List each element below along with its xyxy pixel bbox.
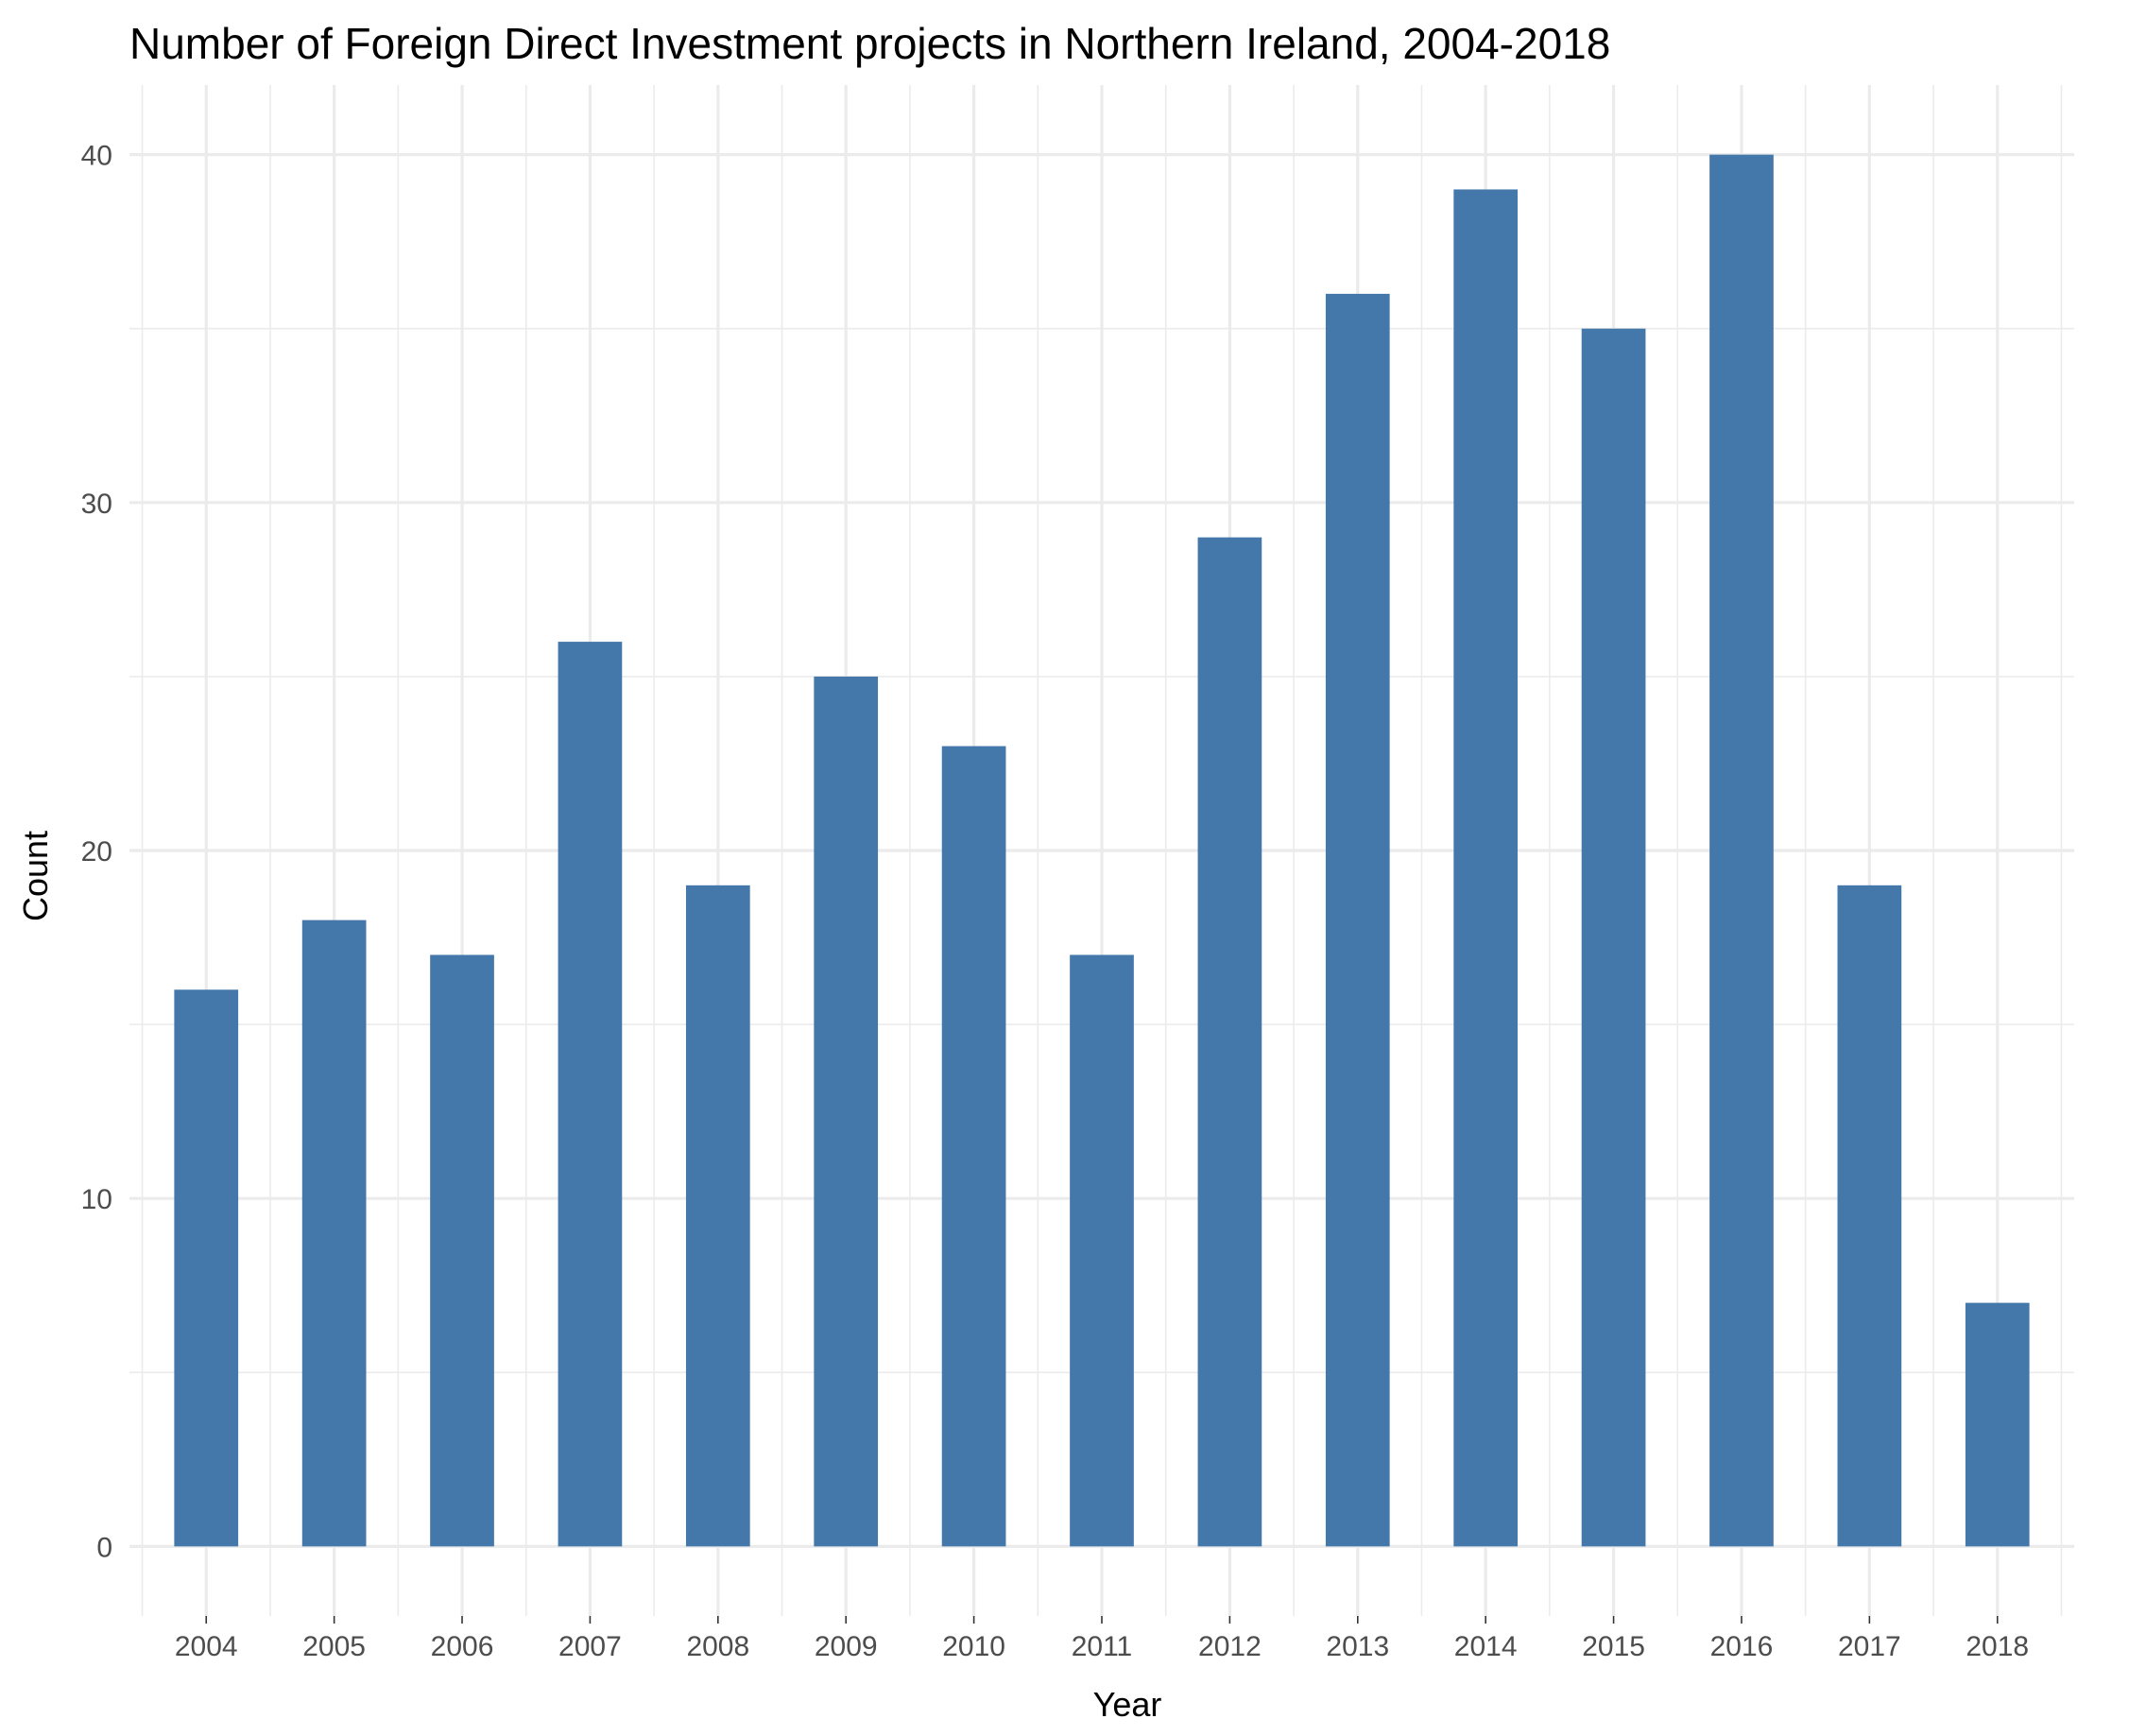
- bar-2013: [1325, 293, 1390, 1547]
- y-tick-label-20: 20: [81, 836, 112, 868]
- x-axis-title: Year: [1093, 1685, 1162, 1724]
- y-tick-label-30: 30: [81, 489, 112, 520]
- bar-2008: [685, 885, 750, 1547]
- bar-2014: [1453, 189, 1519, 1547]
- bar-2010: [941, 746, 1006, 1547]
- x-tick-label-2015: 2015: [1582, 1631, 1645, 1662]
- x-tick-label-2017: 2017: [1838, 1631, 1901, 1662]
- y-axis-title: Count: [16, 831, 55, 921]
- bar-2006: [430, 954, 494, 1547]
- bar-2011: [1070, 954, 1134, 1547]
- bar-2009: [814, 676, 879, 1547]
- x-tick-label-2013: 2013: [1326, 1631, 1389, 1662]
- x-tick-label-2011: 2011: [1072, 1631, 1133, 1662]
- bar-2017: [1837, 885, 1902, 1547]
- y-tick-label-10: 10: [81, 1184, 112, 1215]
- x-tick-label-2006: 2006: [431, 1631, 494, 1662]
- x-tick-label-2012: 2012: [1198, 1631, 1262, 1662]
- bar-2016: [1709, 154, 1774, 1547]
- chart-title: Number of Foreign Direct Investment proj…: [129, 19, 1610, 68]
- x-tick-label-2008: 2008: [686, 1631, 749, 1662]
- x-tick-label-2005: 2005: [302, 1631, 366, 1662]
- x-tick-label-2010: 2010: [942, 1631, 1005, 1662]
- x-tick-label-2018: 2018: [1966, 1631, 2029, 1662]
- x-tick-label-2016: 2016: [1710, 1631, 1774, 1662]
- plot-panel: 2004 2005 2006 2007 2008 2009 2010 2011 2012 2013…: [81, 85, 2074, 1662]
- bar-series: [174, 154, 2030, 1547]
- bar-2007: [558, 642, 623, 1547]
- x-tick-label-2009: 2009: [815, 1631, 878, 1662]
- y-tick-label-40: 40: [81, 141, 112, 172]
- x-axis: 2004 2005 2006 2007 2008 2009 2010 2011 2012 2013…: [175, 1616, 2029, 1662]
- x-tick-label-2014: 2014: [1454, 1631, 1518, 1662]
- bar-2005: [301, 920, 367, 1547]
- bar-2018: [1965, 1302, 2030, 1547]
- bar-2015: [1581, 328, 1646, 1547]
- x-tick-label-2004: 2004: [175, 1631, 238, 1662]
- y-axis: 0 10 20 30 40: [81, 141, 112, 1564]
- bar-2004: [174, 989, 239, 1547]
- bar-2012: [1197, 537, 1262, 1547]
- x-tick-label-2007: 2007: [558, 1631, 622, 1662]
- y-tick-label-0: 0: [96, 1532, 112, 1563]
